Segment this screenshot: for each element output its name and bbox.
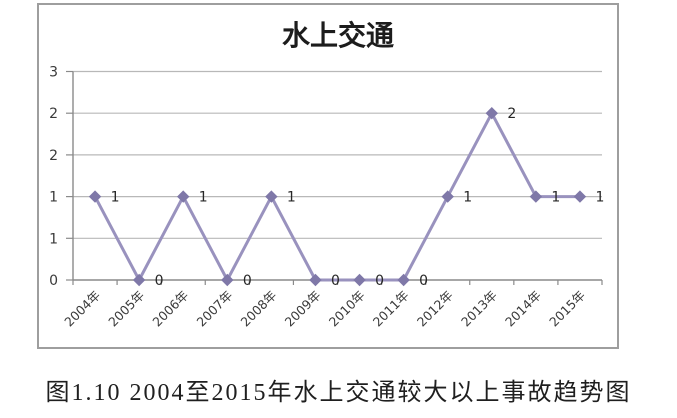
data-point-label: 0 <box>331 273 340 289</box>
data-point-marker <box>88 190 102 203</box>
data-point-marker <box>573 190 587 203</box>
data-point-marker <box>529 190 543 203</box>
data-point-label: 0 <box>243 273 252 289</box>
data-point-marker <box>353 273 366 287</box>
data-point-marker <box>485 106 498 120</box>
data-point-label: 1 <box>551 190 560 206</box>
data-point-marker <box>132 273 146 287</box>
data-point-label: 0 <box>155 273 164 289</box>
data-point-label: 1 <box>463 190 472 206</box>
data-point-marker <box>441 190 454 203</box>
data-point-label: 2 <box>507 106 516 122</box>
data-point-marker <box>309 273 322 287</box>
data-point-marker <box>177 190 190 203</box>
chart-border <box>37 3 619 349</box>
data-point-marker <box>221 273 234 287</box>
data-point-label: 1 <box>287 190 296 206</box>
series-line <box>93 111 580 282</box>
y-axis-label: 3 <box>49 65 58 81</box>
y-axis-label: 1 <box>49 190 58 206</box>
y-axis-label: 2 <box>49 148 58 164</box>
y-axis-label: 1 <box>49 231 58 247</box>
data-point-marker <box>265 190 278 203</box>
data-point-label: 1 <box>111 190 120 206</box>
data-point-label: 0 <box>375 273 384 289</box>
figure-caption: 图1.10 2004至2015年水上交通较大以上事故趋势图 <box>45 380 632 406</box>
y-axis-label: 0 <box>49 273 58 289</box>
chart-title: 水上交通 <box>282 19 394 52</box>
data-point-marker <box>397 273 410 287</box>
data-point-label: 0 <box>419 273 428 289</box>
data-point-label: 1 <box>595 190 604 206</box>
data-point-label: 1 <box>199 190 208 206</box>
y-axis-label: 2 <box>49 106 58 122</box>
